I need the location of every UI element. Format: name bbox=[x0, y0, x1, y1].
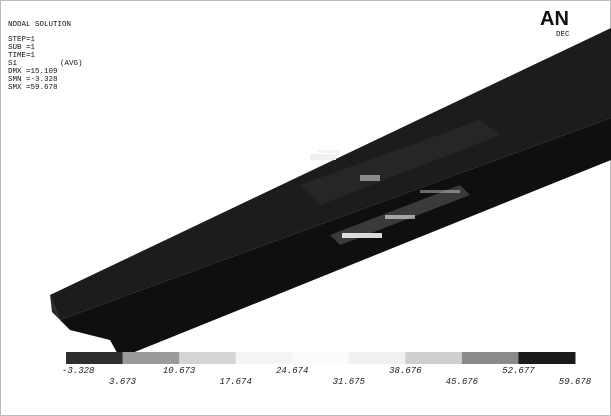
legend-segment bbox=[66, 352, 123, 364]
title: NODAL SOLUTION bbox=[8, 21, 71, 29]
legend-segment bbox=[236, 352, 293, 364]
legend-label: 31.675 bbox=[333, 377, 366, 387]
legend-label: 17.674 bbox=[219, 377, 251, 387]
legend-label: 52.677 bbox=[502, 366, 535, 376]
result-name: S1 bbox=[8, 60, 18, 68]
legend-segment bbox=[349, 352, 406, 364]
legend-label: 38.676 bbox=[389, 366, 422, 376]
logo-subtext: DEC bbox=[556, 31, 570, 39]
logo: AN bbox=[540, 8, 569, 30]
stat-line: DMX =15.109 bbox=[8, 68, 58, 76]
legend-segment bbox=[462, 352, 519, 364]
ansys-plot: NODAL SOLUTION STEP=1 SUB =1 TIME=1 S1 (… bbox=[0, 0, 611, 416]
result-note: (AVG) bbox=[60, 60, 83, 68]
info-line: STEP=1 bbox=[8, 36, 36, 44]
legend-segment bbox=[123, 352, 180, 364]
stat-line: SMN =-3.328 bbox=[8, 76, 58, 84]
info-line: TIME=1 bbox=[8, 52, 36, 60]
legend-label: 45.676 bbox=[446, 377, 479, 387]
legend-label: 24.674 bbox=[276, 366, 308, 376]
legend-segment bbox=[179, 352, 236, 364]
stat-line: SMX =59.678 bbox=[8, 84, 58, 92]
legend-label: -3.328 bbox=[62, 366, 95, 376]
legend-label: 3.673 bbox=[109, 377, 137, 387]
legend-segment bbox=[405, 352, 462, 364]
info-line: SUB =1 bbox=[8, 44, 36, 52]
legend-segment bbox=[292, 352, 349, 364]
legend-label: 59.678 bbox=[559, 377, 592, 387]
legend-segment bbox=[518, 352, 575, 364]
legend-label: 10.673 bbox=[163, 366, 196, 376]
